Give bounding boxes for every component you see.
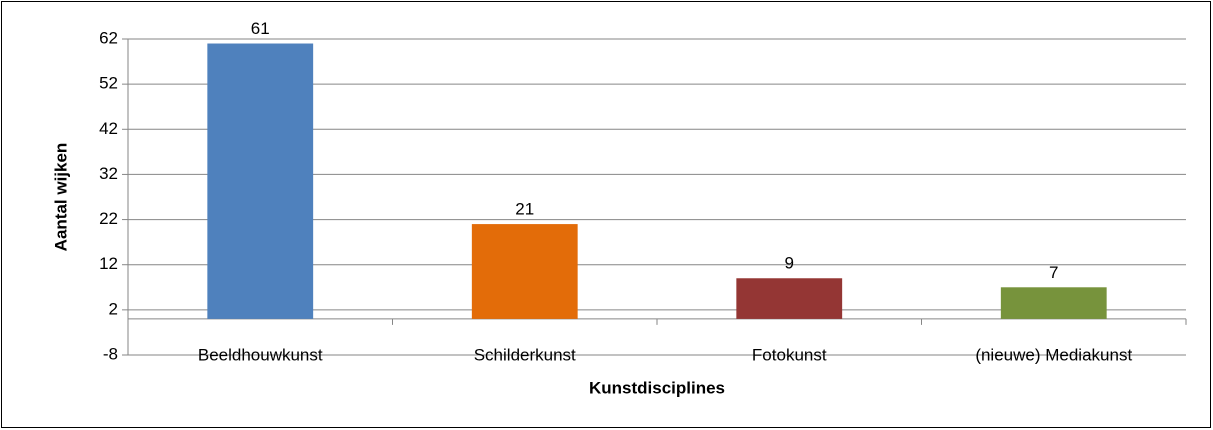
data-label: 7 xyxy=(1049,263,1058,282)
x-tick-label: Schilderkunst xyxy=(474,345,576,364)
bar xyxy=(736,278,843,319)
y-tick-label: 52 xyxy=(99,74,118,93)
data-label: 9 xyxy=(785,254,794,273)
x-axis-title: Kunstdisciplines xyxy=(589,378,725,397)
y-axis-title: Aantal wijken xyxy=(51,143,70,252)
y-tick-label: 2 xyxy=(109,299,118,318)
y-tick-label: 12 xyxy=(99,254,118,273)
bar xyxy=(1000,287,1107,319)
y-tick-label: 42 xyxy=(99,119,118,138)
y-tick-label: -8 xyxy=(103,344,118,363)
bar xyxy=(471,224,578,319)
y-tick-label: 32 xyxy=(99,164,118,183)
bar xyxy=(207,43,314,319)
data-label: 21 xyxy=(515,200,534,219)
x-tick-label: Fotokunst xyxy=(752,345,827,364)
y-tick-label: 62 xyxy=(99,28,118,47)
x-tick-label: (nieuwe) Mediakunst xyxy=(975,345,1132,364)
x-tick-label: Beeldhouwkunst xyxy=(198,345,323,364)
data-label: 61 xyxy=(251,19,270,38)
y-tick-label: 22 xyxy=(99,209,118,228)
